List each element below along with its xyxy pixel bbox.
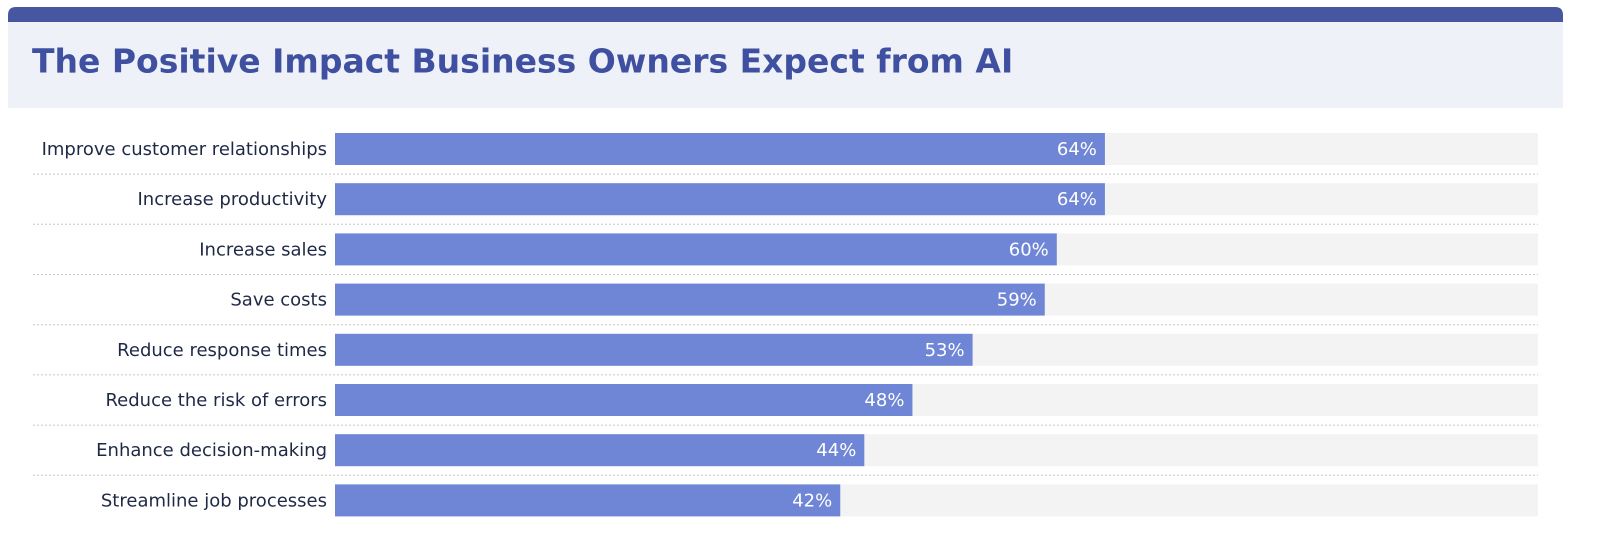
bar	[335, 133, 1105, 165]
category-label: Reduce the risk of errors	[105, 390, 327, 411]
top-banner	[8, 7, 1563, 22]
bar	[335, 283, 1045, 316]
value-label: 64%	[1057, 139, 1097, 160]
value-label: 48%	[864, 390, 904, 411]
bar	[335, 233, 1057, 266]
value-label: 59%	[997, 290, 1037, 311]
category-label: Save costs	[230, 290, 327, 311]
value-label: 42%	[792, 490, 832, 511]
bar	[335, 384, 913, 416]
category-label: Reduce response times	[117, 340, 327, 361]
category-label: Improve customer relationships	[42, 139, 327, 160]
plot-area: Improve customer relationships 64% Increas…	[33, 133, 1538, 517]
value-label: 60%	[1009, 239, 1049, 260]
chart-title: The Positive Impact Business Owners Expe…	[32, 42, 1013, 81]
category-label: Increase productivity	[138, 189, 328, 210]
category-label: Enhance decision-making	[96, 440, 327, 461]
value-label: 44%	[816, 440, 856, 461]
bar	[335, 183, 1105, 216]
header-panel	[8, 22, 1563, 108]
bar	[335, 333, 973, 366]
category-label: Streamline job processes	[101, 490, 327, 511]
value-label: 53%	[925, 340, 965, 361]
bar	[335, 434, 865, 467]
category-label: Increase sales	[199, 239, 327, 260]
bar	[335, 484, 841, 517]
value-label: 64%	[1057, 189, 1097, 210]
